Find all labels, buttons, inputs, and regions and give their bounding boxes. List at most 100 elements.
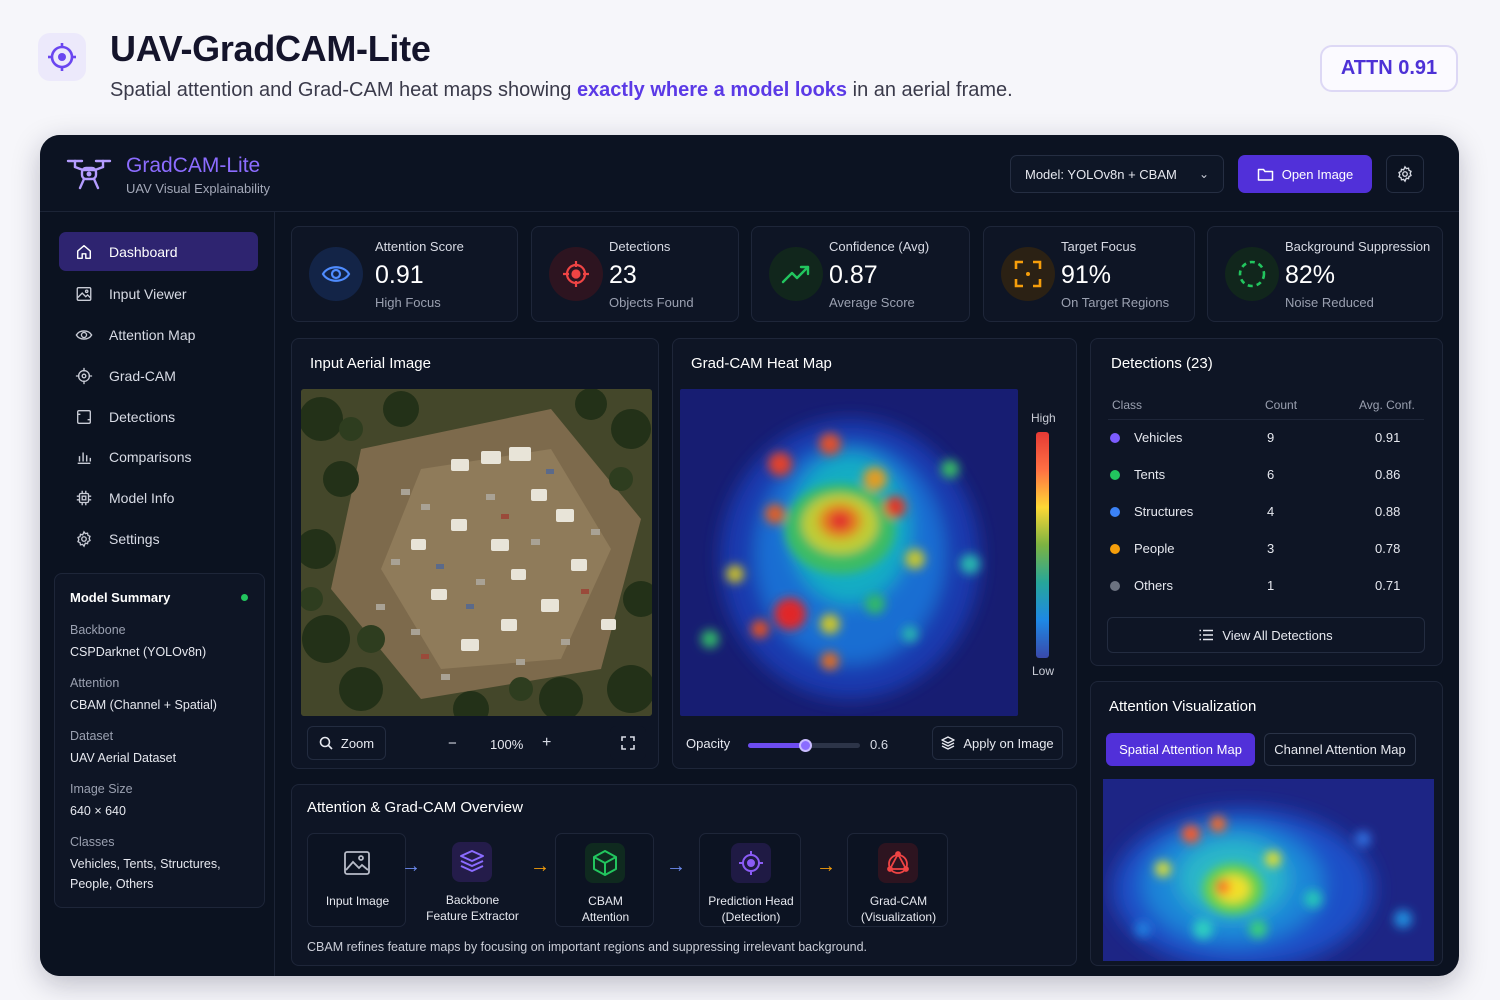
chevron-down-icon: ⌄ [1198,167,1209,181]
summary-value: CSPDarknet (YOLOv8n) [70,645,207,659]
arrow-right-icon: → [666,855,686,877]
stat-value: 0.91 [375,261,424,289]
arrow-right-icon: → [401,855,421,877]
class-cell: Structures [1108,493,1265,530]
apply-on-image-label: Apply on Image [963,735,1054,751]
tab-channel-attention[interactable]: Channel Attention Map [1264,733,1416,766]
sidebar-item-settings[interactable]: Settings [59,519,258,558]
stat-sub: On Target Regions [1061,295,1170,310]
sidebar-item-detections[interactable]: Detections [59,397,258,436]
flow-step-cbam: CBAM Attention [555,833,654,927]
conf-cell: 0.91 [1375,430,1401,446]
sidebar-item-dashboard[interactable]: Dashboard [59,232,258,271]
stat-sub: Objects Found [609,295,694,310]
model-select-value: Model: YOLOv8n + CBAM [1025,166,1177,182]
count-cell: 1 [1267,578,1275,593]
dashed-circle-icon [1225,247,1279,301]
panel-title: Grad-CAM Heat Map [691,355,832,372]
stat-label: Attention Score [375,239,464,254]
home-icon [76,244,92,259]
fullscreen-button[interactable] [610,726,646,760]
summary-label: Dataset [70,729,114,743]
conf-cell: 0.86 [1375,467,1401,482]
brand-subtitle: UAV Visual Explainability [126,181,271,196]
panel-title: Attention Visualization [1109,698,1257,715]
flow-step-backbone: Backbone Feature Extractor [423,833,522,927]
image-icon [76,286,92,301]
zoom-level: 100% [490,737,524,752]
frame-icon [77,409,91,424]
summary-label: Attention [70,676,120,690]
flow-step-gradcam: Grad-CAM (Visualization) [847,833,948,927]
class-name: People [1134,541,1175,556]
scale-low-label: Low [1032,664,1055,678]
summary-value: Vehicles, Tents, Structures, People, Oth… [70,857,221,891]
layers-icon [452,842,492,882]
table-row[interactable]: Vehicles 9 0.91 [1108,419,1424,456]
attention-visualization-panel: Attention Visualization Spatial Attentio… [1090,681,1443,966]
conf-cell: 0.88 [1375,504,1401,519]
eye-icon [309,247,363,301]
class-cell: Others [1108,567,1265,604]
zoom-out-button[interactable]: − [448,735,457,752]
count-cell: 6 [1267,467,1275,482]
folder-icon [1257,168,1273,181]
cube-icon [585,843,625,883]
class-name: Tents [1134,467,1166,482]
list-icon [1199,629,1214,641]
page-title: UAV-GradCAM-Lite [110,28,431,69]
summary-value: UAV Aerial Dataset [70,751,177,765]
focus-frame-icon [1001,247,1055,301]
class-color-dot [1110,507,1120,517]
zoom-in-button[interactable]: + [542,734,552,751]
trend-up-icon [769,247,823,301]
tab-spatial-attention[interactable]: Spatial Attention Map [1106,733,1255,766]
class-color-dot [1110,470,1120,480]
summary-value: CBAM (Channel + Spatial) [70,698,217,712]
table-row[interactable]: People 3 0.78 [1108,530,1424,567]
flow-step-label: Grad-CAM (Visualization) [860,894,937,924]
flow-step-label: Backbone Feature Extractor [426,893,519,923]
gradcam-heatmap[interactable] [680,389,1018,716]
opacity-slider[interactable] [748,739,860,752]
gear-icon [1398,165,1412,183]
opacity-slider-handle[interactable] [799,739,813,752]
class-color-dot [1110,581,1120,591]
sidebar-item-input-viewer[interactable]: Input Viewer [59,274,258,313]
stat-card-target-focus: Target Focus 91% On Target Regions [983,226,1195,322]
sidebar-item-attention-map[interactable]: Attention Map [59,315,258,354]
stat-card-confidence: Confidence (Avg) 0.87 Average Score [751,226,970,322]
table-row[interactable]: Tents 6 0.86 [1108,456,1424,493]
drone-icon [66,159,112,190]
sidebar-item-grad-cam[interactable]: Grad-CAM [59,356,258,395]
table-row[interactable]: Structures 4 0.88 [1108,493,1424,530]
sidebar-item-comparisons[interactable]: Comparisons [59,437,258,476]
sidebar-item-label: Detections [109,408,176,425]
aerial-image[interactable] [301,389,652,716]
class-name: Vehicles [1134,430,1183,446]
table-row[interactable]: Others 1 0.71 [1108,567,1424,604]
zoom-button[interactable]: Zoom [307,726,386,760]
settings-button[interactable] [1386,155,1424,193]
stat-label: Detections [609,239,671,254]
page-header: UAV-GradCAM-Lite Spatial attention and G… [0,0,1500,130]
stat-value: 91% [1061,261,1112,289]
spatial-attention-map[interactable] [1103,779,1434,961]
stat-sub: High Focus [375,295,441,310]
open-image-label: Open Image [1281,166,1354,182]
model-select[interactable]: Model: YOLOv8n + CBAM ⌄ [1010,155,1224,193]
stat-sub: Average Score [829,295,915,310]
stat-value: 23 [609,261,637,289]
detections-table: Class Count Avg. Conf. Vehicles 9 0.91 Tent… [1108,391,1424,604]
class-cell: People [1108,530,1265,567]
heatmap-panel: Grad-CAM Heat Map [672,338,1077,769]
apply-on-image-button[interactable]: Apply on Image [932,726,1063,760]
open-image-button[interactable]: Open Image [1238,155,1372,193]
count-cell: 9 [1267,430,1275,446]
sidebar-item-model-info[interactable]: Model Info [59,478,258,517]
view-all-detections-button[interactable]: View All Detections [1107,617,1425,653]
sidebar-item-label: Model Info [109,489,175,506]
panel-title: Attention & Grad-CAM Overview [307,799,523,816]
arrow-right-icon: → [530,855,550,877]
summary-label: Backbone [70,623,126,637]
